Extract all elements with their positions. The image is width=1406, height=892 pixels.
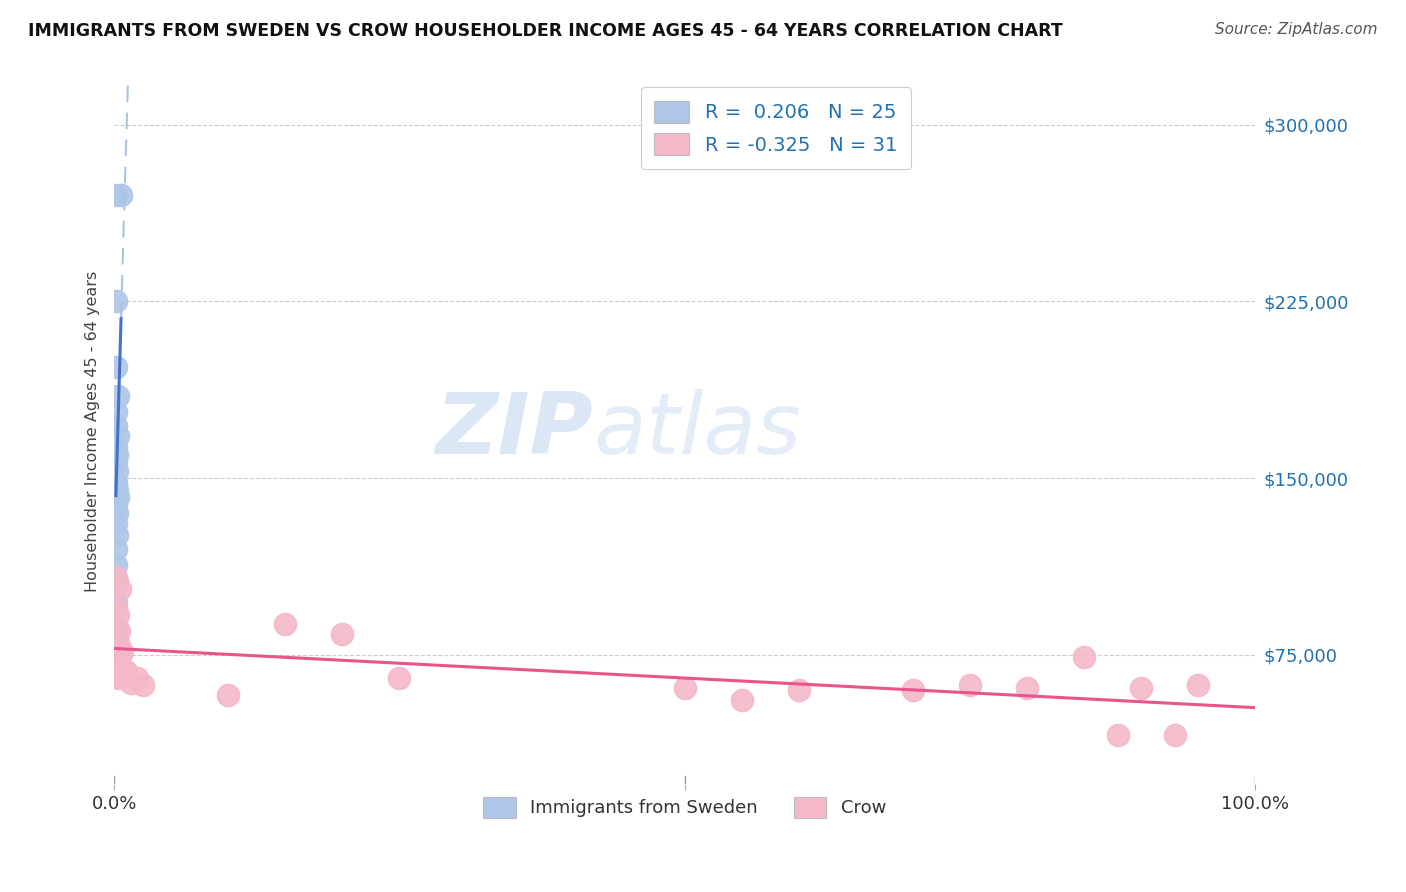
Point [104, 558, 127, 573]
Point [105, 632, 128, 646]
Point [1129, 681, 1152, 695]
Point [673, 681, 696, 695]
Point [104, 294, 127, 309]
Text: ZIP: ZIP [436, 390, 593, 473]
Point [120, 676, 142, 690]
Point [110, 659, 132, 673]
Text: atlas: atlas [593, 390, 801, 473]
Point [104, 541, 127, 556]
Point [107, 490, 129, 504]
Point [104, 497, 127, 511]
Point [105, 360, 128, 375]
Point [105, 464, 128, 478]
Point [104, 475, 127, 490]
Point [1164, 728, 1187, 742]
Point [105, 640, 128, 655]
Point [105, 507, 128, 521]
Point [105, 570, 128, 584]
Point [105, 600, 128, 615]
Point [330, 626, 353, 640]
Point [959, 678, 981, 692]
Point [107, 672, 129, 686]
Point [274, 617, 297, 632]
Point [105, 419, 128, 434]
Point [1015, 681, 1038, 695]
Point [108, 582, 131, 596]
Point [901, 683, 924, 698]
Point [111, 645, 134, 659]
Point [105, 483, 128, 497]
Point [1073, 650, 1095, 665]
Point [104, 622, 127, 636]
Point [107, 655, 129, 669]
Text: Source: ZipAtlas.com: Source: ZipAtlas.com [1215, 22, 1378, 37]
Point [105, 527, 128, 541]
Y-axis label: Householder Income Ages 45 - 64 years: Householder Income Ages 45 - 64 years [86, 270, 100, 591]
Point [107, 607, 129, 622]
Text: IMMIGRANTS FROM SWEDEN VS CROW HOUSEHOLDER INCOME AGES 45 - 64 YEARS CORRELATION: IMMIGRANTS FROM SWEDEN VS CROW HOUSEHOLD… [28, 22, 1063, 40]
Point [108, 657, 131, 672]
Point [1107, 728, 1129, 742]
Point [112, 662, 135, 676]
Point [1187, 678, 1209, 692]
Point [730, 692, 752, 706]
Point [107, 636, 129, 650]
Point [104, 454, 127, 468]
Point [104, 405, 127, 419]
Point [114, 665, 136, 679]
Point [104, 516, 127, 530]
Point [107, 428, 129, 442]
Point [105, 669, 128, 683]
Point [105, 617, 128, 632]
Point [131, 678, 153, 692]
Point [105, 574, 128, 589]
Point [125, 672, 148, 686]
Point [104, 441, 127, 455]
Legend: Immigrants from Sweden, Crow: Immigrants from Sweden, Crow [475, 789, 893, 825]
Point [110, 188, 132, 202]
Point [107, 624, 129, 639]
Point [388, 672, 411, 686]
Point [104, 188, 127, 202]
Point [105, 652, 128, 666]
Point [108, 640, 131, 655]
Point [104, 596, 127, 610]
Point [105, 448, 128, 462]
Point [787, 683, 810, 698]
Point [107, 388, 129, 402]
Point [217, 688, 239, 702]
